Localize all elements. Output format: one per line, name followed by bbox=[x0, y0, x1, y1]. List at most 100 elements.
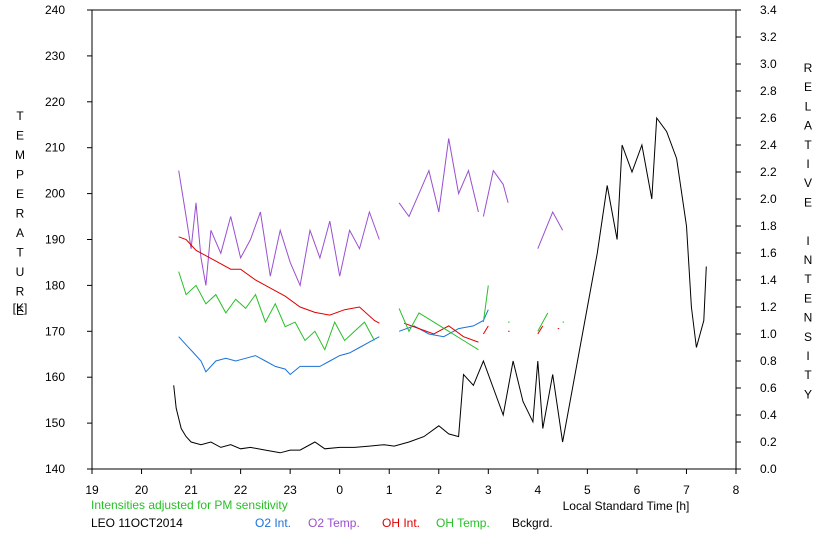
axis-title-letter: R bbox=[16, 207, 25, 221]
y-left-tick-label: 230 bbox=[45, 49, 65, 63]
y-right-tick-label: 1.0 bbox=[760, 327, 777, 341]
axis-title-letter: Y bbox=[804, 387, 812, 401]
y-left-tick-label: 150 bbox=[45, 416, 65, 430]
x-tick-label: 6 bbox=[634, 483, 641, 497]
axis-title-letter: I bbox=[806, 157, 809, 171]
y-left-tick-label: 210 bbox=[45, 141, 65, 155]
y-right-tick-label: 3.2 bbox=[760, 30, 777, 44]
y-left-tick-label: 190 bbox=[45, 233, 65, 247]
y-left-tick-label: 240 bbox=[45, 3, 65, 17]
legend-entry: O2 Int. bbox=[255, 516, 291, 530]
y-right-tick-label: 0.0 bbox=[760, 462, 777, 476]
axis-title-letter: M bbox=[15, 148, 25, 162]
y-right-tick-label: 2.2 bbox=[760, 165, 777, 179]
legend: O2 Int. O2 Temp. OH Int. OH Temp. Bckgrd. bbox=[255, 516, 553, 530]
y-right-tick-label: 1.4 bbox=[760, 273, 777, 287]
axis-title-letter: A bbox=[16, 226, 24, 240]
series-line-2-1 bbox=[403, 322, 479, 343]
x-tick-label: 20 bbox=[135, 483, 149, 497]
axis-title-letter: P bbox=[16, 168, 24, 182]
sensitivity-note: Intensities adjusted for PM sensitivity bbox=[91, 498, 288, 512]
axis-title-letter: I bbox=[806, 234, 809, 248]
x-tick-label: 0 bbox=[336, 483, 343, 497]
y-right-tick-label: 1.6 bbox=[760, 246, 777, 260]
y-right-tick-label: 2.8 bbox=[760, 84, 777, 98]
y-right-tick-label: 0.8 bbox=[760, 354, 777, 368]
y-right-tick-label: 2.0 bbox=[760, 192, 777, 206]
axis-title-letter: N bbox=[804, 253, 813, 267]
axis-title-letter: T bbox=[804, 272, 812, 286]
x-tick-label: 8 bbox=[733, 483, 740, 497]
x-tick-label: 19 bbox=[85, 483, 99, 497]
axis-title-letter: L bbox=[805, 99, 812, 113]
axis-title-letter: E bbox=[804, 80, 812, 94]
plot-frame bbox=[91, 9, 737, 470]
y-left-tick-label: 140 bbox=[45, 462, 65, 476]
series-line-3-0 bbox=[178, 271, 375, 351]
y-right-tick-label: 1.2 bbox=[760, 300, 777, 314]
x-tick-label: 7 bbox=[683, 483, 690, 497]
axis-title-letter: E bbox=[804, 195, 812, 209]
x-tick-label: 2 bbox=[435, 483, 442, 497]
y-left-tick-label: 220 bbox=[45, 95, 65, 109]
x-tick-label: 3 bbox=[485, 483, 492, 497]
axis-title-letter: N bbox=[804, 311, 813, 325]
ticks-layer: 19 20 21 22 23 0 1 2 3 4 5 6 7 8140150160170180190200… bbox=[45, 3, 777, 497]
series-line-4-0 bbox=[173, 116, 707, 454]
y-right-tick-label: 2.6 bbox=[760, 111, 777, 125]
legend-entry: OH Temp. bbox=[436, 516, 490, 530]
axis-title-letter: E bbox=[16, 129, 24, 143]
series-line-0-1 bbox=[398, 309, 489, 338]
series-line-2-4 bbox=[537, 325, 544, 335]
x-axis-label: Local Standard Time [h] bbox=[563, 499, 690, 513]
legend-entry: O2 Temp. bbox=[308, 516, 360, 530]
series-line-1-0 bbox=[178, 170, 380, 288]
y-right-tick-label: 3.0 bbox=[760, 57, 777, 71]
left-axis-unit: [K] bbox=[13, 301, 28, 315]
y-right-tick-label: 0.6 bbox=[760, 381, 777, 395]
series-line-3-4 bbox=[537, 312, 549, 332]
x-tick-label: 21 bbox=[184, 483, 198, 497]
y-left-tick-label: 170 bbox=[45, 324, 65, 338]
axis-title-letter: T bbox=[16, 246, 24, 260]
x-tick-label: 4 bbox=[535, 483, 542, 497]
series-line-1-2 bbox=[482, 169, 509, 217]
y-left-tick-label: 180 bbox=[45, 278, 65, 292]
x-tick-label: 5 bbox=[584, 483, 591, 497]
legend-entry: OH Int. bbox=[382, 516, 420, 530]
y-left-tick-label: 160 bbox=[45, 370, 65, 384]
series-line-1-1 bbox=[398, 138, 479, 218]
axis-title-letter: T bbox=[804, 138, 812, 152]
axis-title-letter: E bbox=[804, 291, 812, 305]
y-left-tick-label: 200 bbox=[45, 187, 65, 201]
y-right-tick-label: 1.8 bbox=[760, 219, 777, 233]
series-layer bbox=[173, 116, 707, 454]
axis-title-letter: R bbox=[16, 285, 25, 299]
axis-title-letter: V bbox=[804, 176, 812, 190]
series-line-1-3 bbox=[537, 210, 564, 249]
axis-title-letter: A bbox=[804, 119, 812, 133]
axis-title-letter: T bbox=[804, 368, 812, 382]
series-line-2-2 bbox=[482, 325, 489, 335]
axis-title-letter: S bbox=[804, 330, 812, 344]
x-tick-label: 1 bbox=[386, 483, 393, 497]
y-right-tick-label: 3.4 bbox=[760, 3, 777, 17]
y-right-tick-label: 0.4 bbox=[760, 408, 777, 422]
axis-title-letter: R bbox=[804, 61, 813, 75]
y-right-tick-label: 0.2 bbox=[760, 435, 777, 449]
axis-title-letter: T bbox=[16, 109, 24, 123]
axis-title-letter: U bbox=[16, 265, 25, 279]
x-tick-label: 22 bbox=[234, 483, 248, 497]
series-line-2-0 bbox=[178, 236, 380, 324]
series-line-0-0 bbox=[178, 336, 380, 376]
y-right-tick-label: 2.4 bbox=[760, 138, 777, 152]
legend-entry: Bckgrd. bbox=[512, 516, 553, 530]
axis-title-letter: E bbox=[16, 304, 24, 318]
axis-title-letter: I bbox=[806, 349, 809, 363]
series-line-3-1 bbox=[398, 308, 479, 351]
axis-title-letter: E bbox=[16, 187, 24, 201]
x-tick-label: 23 bbox=[283, 483, 297, 497]
